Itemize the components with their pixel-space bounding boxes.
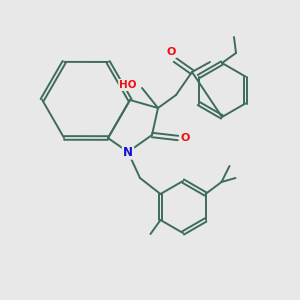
Text: O: O (180, 133, 190, 143)
Text: O: O (166, 47, 176, 57)
Text: N: N (123, 146, 133, 158)
Text: HO: HO (119, 80, 137, 90)
